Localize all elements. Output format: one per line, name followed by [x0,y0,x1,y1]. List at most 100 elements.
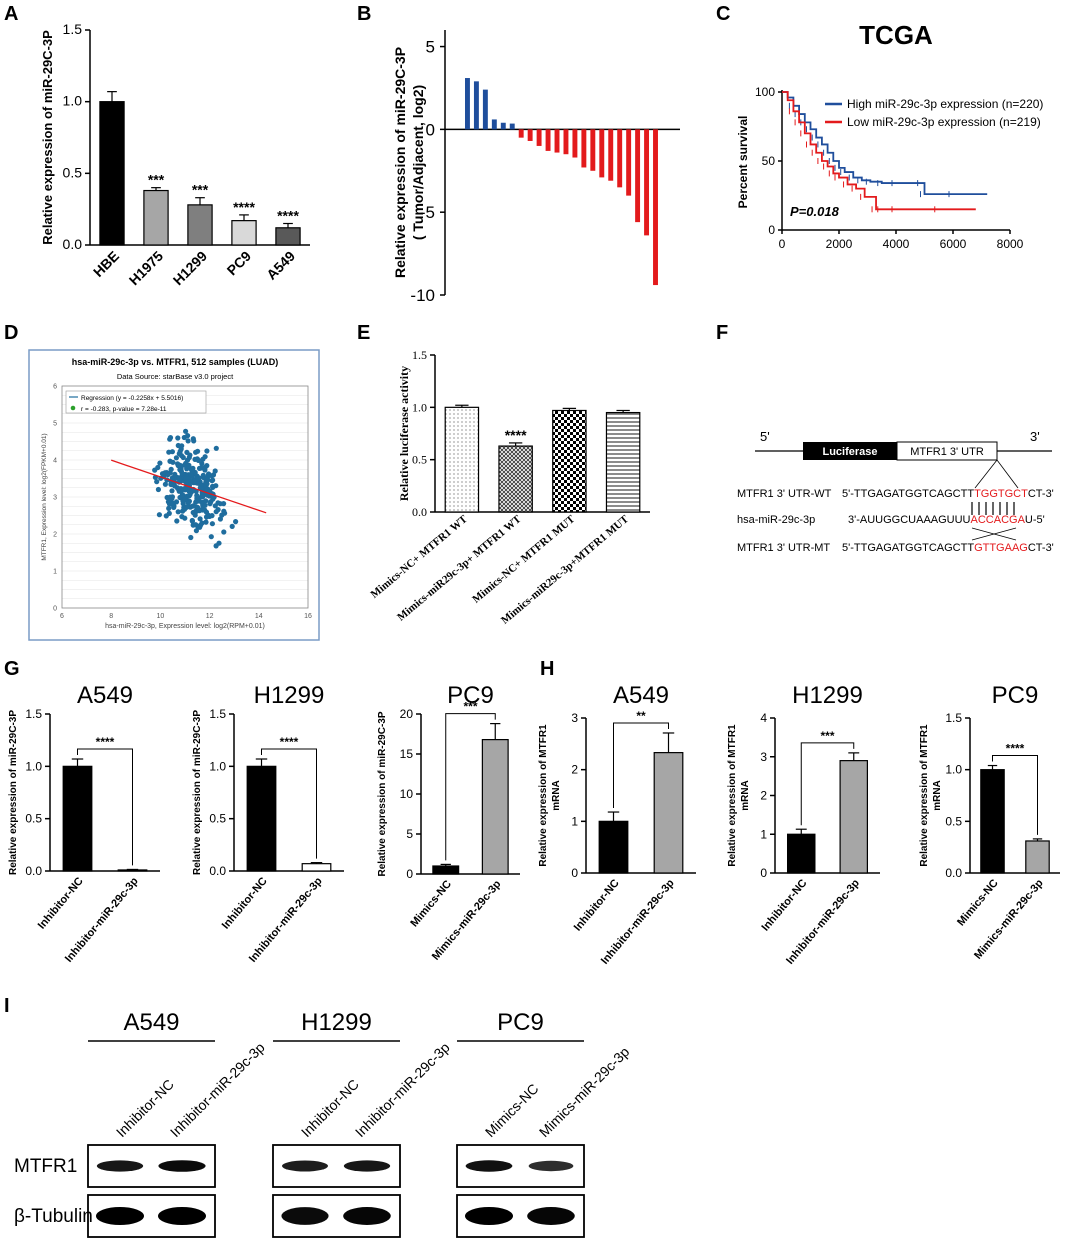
wt-seq-red: TGGTGCT [974,488,1028,500]
wt-seq-suffix: CT-3' [1028,488,1054,500]
bar [465,78,470,130]
wt-row-sequence: 5'-TTGAGATGGTCAGCTTTGGTGCTCT-3' [842,488,1054,500]
blot-band [281,1207,329,1225]
five-prime-label: 5' [760,429,770,444]
y-axis-label: Relative expression of MTFR1 [538,724,549,867]
y-tick-label: 1.5 [25,707,42,721]
scatter-point [178,464,184,470]
y-tick-label: 1.5 [945,711,962,725]
scatter-point [166,510,172,516]
scatter-point [194,504,201,510]
y-axis-label-2: mRNA [932,780,943,811]
mismatch-cross-2 [971,527,1017,541]
scatter-point [210,496,216,502]
significance-label: ** [636,709,646,723]
scatter-point [174,518,180,524]
blot-band [343,1207,391,1225]
panel-label-g: G [4,658,20,680]
panel-h-pc9: 0.0 0.5 1.0 1.5 Relative expression of MTFR1… [919,682,1060,962]
y-axis-label: Relative expression of MTFR1 [727,724,738,867]
chart-title: H1299 [254,682,325,709]
bar [518,129,524,138]
scatter-point [190,503,196,509]
mir-row-sequence: 3'-AUUGGCUAAAGUUUACCACGAU-5' [848,514,1045,526]
panel-i: A549Inhibitor-NCInhibitor-miR-29c-3pH129… [14,1009,633,1238]
significance-label: **** [96,735,115,749]
blot-group-title: H1299 [301,1009,372,1036]
bar [473,81,479,130]
y-tick-label: 5 [406,827,413,841]
y-tick-label: 50 [762,154,776,168]
bar [598,820,629,874]
category-label: Inhibitor-NC [36,875,86,931]
bar [617,129,623,188]
scatter-point [184,493,190,499]
legend-low: Low miR-29c-3p expression (n=219) [847,115,1041,129]
bar [590,129,596,171]
significance-label: **** [505,427,527,443]
panel-g-a549: 0.0 0.5 1.0 1.5 Relative expression of miR-2… [8,682,160,965]
bar [500,122,506,130]
y-tick-label: 0.5 [25,812,42,826]
y-tick-label: 0.0 [412,505,427,519]
y-tick-label: 4 [53,458,57,465]
bar [545,129,551,151]
bar [444,406,480,513]
panel-label-i: I [4,995,10,1017]
scatter-point [194,498,200,504]
y-tick-label: 2 [571,763,578,777]
scatter-point [175,442,181,449]
y-tick-label: 3 [53,495,57,502]
x-tick-label: 2000 [826,237,853,251]
y-tick-label: 1 [760,827,767,841]
y-tick-label: 1 [571,814,578,828]
chart-subtitle: Data Source: starBase v3.0 project [117,372,234,381]
y-axis-label-2: mRNA [551,780,562,811]
mt-row-sequence: 5'-TTGAGATGGTCAGCTTGTTGAAGCT-3' [842,542,1054,554]
scatter-point [203,519,209,525]
base-pair-ticks [971,502,1015,515]
y-tick-label: 1.0 [63,93,83,109]
significance-bracket [445,713,496,861]
x-tick-label: 14 [255,613,263,620]
scatter-point [171,504,177,510]
zoom-line-left [974,459,998,489]
panel-label-f: F [716,322,728,344]
scatter-point [219,512,225,518]
bar [644,129,650,236]
bar [552,409,587,513]
bar [117,869,148,872]
mt-seq-prefix: 5'-TTGAGATGGTCAGCTT [842,542,974,554]
scatter-point [221,501,227,507]
bar [605,411,641,513]
y-axis-label: MTFR1, Expression level: log2(FPKM+0.01) [41,433,48,560]
scatter-point [188,479,194,485]
scatter-point [193,522,199,528]
chart-title: PC9 [992,682,1039,709]
y-axis-label: Relative expression of MTFR1 [919,724,930,867]
blot-band [465,1160,513,1172]
scatter-point [204,448,210,454]
bar [554,129,560,153]
zoom-line-right [996,459,1019,489]
y-tick-label: 5 [426,38,435,57]
mt-seq-red: GTTGAAG [974,542,1028,554]
bar [563,129,569,155]
scatter-point [193,449,199,455]
panel-h-a549: 0 1 2 3 Relative expression of MTFR1 mRNA A549… [538,682,696,967]
scatter-point [180,454,186,461]
scatter-point [202,502,208,508]
scatter-point [156,512,162,518]
legend-box [65,390,207,414]
panel-c: TCGA 0 50 100 0 2000 4000 6000 8000 Percent survi… [736,20,1043,251]
x-tick-label: 6 [60,613,64,620]
regression-line [110,459,267,514]
scatter-point [233,519,239,525]
significance-label: *** [192,182,209,198]
y-axis-label-2: mRNA [740,780,751,811]
scatter-point [175,509,181,515]
y-tick-label: 0 [768,223,775,237]
panel-g-pc9: 0 5 10 15 20 Relative expression of miR-29C-3… [377,682,520,963]
panel-b: -10 -5 0 5 Relative expression of miR-29C-3P… [392,30,680,305]
